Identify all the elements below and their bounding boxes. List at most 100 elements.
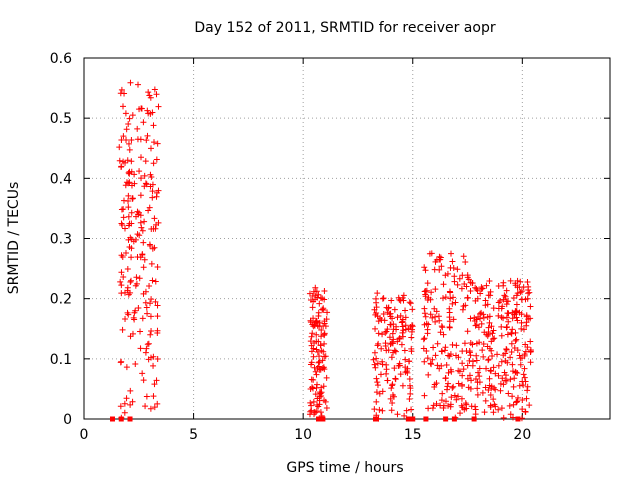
data-point-plus bbox=[316, 389, 323, 396]
data-point-plus bbox=[442, 294, 449, 301]
data-point-plus bbox=[143, 393, 150, 400]
data-point-plus bbox=[148, 260, 155, 267]
data-point-plus bbox=[510, 383, 517, 390]
data-point-plus bbox=[408, 334, 415, 341]
data-point-plus bbox=[318, 333, 325, 340]
data-point-plus bbox=[481, 409, 488, 416]
data-point-plus bbox=[503, 346, 510, 353]
data-point-plus bbox=[475, 324, 482, 331]
data-point-plus bbox=[149, 188, 156, 195]
data-point-plus bbox=[151, 86, 158, 93]
data-point-plus bbox=[526, 289, 533, 296]
data-point-plus bbox=[399, 294, 406, 301]
data-point-plus bbox=[500, 381, 507, 388]
data-point-plus bbox=[467, 287, 474, 294]
data-point-plus bbox=[479, 389, 486, 396]
data-point-plus bbox=[153, 156, 160, 163]
data-point-plus bbox=[518, 319, 525, 326]
data-point-plus bbox=[152, 298, 159, 305]
data-point-plus bbox=[440, 405, 447, 412]
data-point-plus bbox=[387, 321, 394, 328]
data-point-plus bbox=[461, 340, 468, 347]
data-point-plus bbox=[512, 282, 519, 289]
data-point-plus bbox=[459, 372, 466, 379]
data-point-plus bbox=[424, 297, 431, 304]
x-tick-label: 10 bbox=[294, 427, 312, 443]
data-point-plus bbox=[492, 370, 499, 377]
x-tick-label: 15 bbox=[404, 427, 422, 443]
data-point-plus bbox=[487, 402, 494, 409]
data-point-plus bbox=[517, 355, 524, 362]
data-point-plus bbox=[121, 400, 128, 407]
data-point-plus bbox=[155, 219, 162, 226]
data-point-plus bbox=[310, 288, 317, 295]
data-point-plus bbox=[447, 366, 454, 373]
data-point-plus bbox=[131, 309, 138, 316]
data-point-plus bbox=[313, 318, 320, 325]
data-point-plus bbox=[436, 256, 443, 263]
data-point-plus bbox=[519, 397, 526, 404]
data-point-plus bbox=[127, 278, 134, 285]
data-point-plus bbox=[440, 331, 447, 338]
data-point-plus bbox=[317, 295, 324, 302]
data-point-square bbox=[127, 416, 133, 422]
data-point-plus bbox=[152, 278, 159, 285]
data-point-plus bbox=[495, 372, 502, 379]
data-point-plus bbox=[147, 405, 154, 412]
data-point-plus bbox=[467, 339, 474, 346]
data-point-plus bbox=[313, 384, 320, 391]
data-point-plus bbox=[125, 213, 132, 220]
data-point-plus bbox=[437, 402, 444, 409]
data-point-plus bbox=[142, 299, 149, 306]
data-point-plus bbox=[134, 125, 141, 132]
data-point-plus bbox=[128, 158, 135, 165]
data-point-plus bbox=[384, 309, 391, 316]
data-point-plus bbox=[451, 392, 458, 399]
data-point-plus bbox=[374, 342, 381, 349]
data-point-plus bbox=[371, 349, 378, 356]
data-point-plus bbox=[527, 338, 534, 345]
data-point-plus bbox=[374, 360, 381, 367]
data-point-plus bbox=[467, 352, 474, 359]
data-point-plus bbox=[388, 340, 395, 347]
data-point-plus bbox=[440, 281, 447, 288]
data-point-plus bbox=[474, 391, 481, 398]
data-point-plus bbox=[503, 314, 510, 321]
data-point-plus bbox=[387, 395, 394, 402]
data-point-plus bbox=[372, 311, 379, 318]
data-point-plus bbox=[407, 390, 414, 397]
data-point-plus bbox=[495, 362, 502, 369]
data-point-plus bbox=[379, 331, 386, 338]
data-point-plus bbox=[441, 347, 448, 354]
data-point-plus bbox=[117, 90, 124, 97]
data-point-plus bbox=[454, 266, 461, 273]
data-point-plus bbox=[460, 253, 467, 260]
data-point-plus bbox=[447, 401, 454, 408]
data-point-plus bbox=[487, 367, 494, 374]
data-point-plus bbox=[500, 282, 507, 289]
data-point-plus bbox=[313, 331, 320, 338]
data-point-plus bbox=[444, 383, 451, 390]
data-point-plus bbox=[517, 278, 524, 285]
data-point-plus bbox=[471, 317, 478, 324]
data-point-plus bbox=[520, 382, 527, 389]
data-point-plus bbox=[128, 277, 135, 284]
data-point-plus bbox=[448, 394, 455, 401]
data-point-plus bbox=[480, 314, 487, 321]
data-point-plus bbox=[481, 329, 488, 336]
data-point-plus bbox=[398, 319, 405, 326]
data-point-plus bbox=[430, 402, 437, 409]
data-point-plus bbox=[124, 287, 131, 294]
data-point-plus bbox=[427, 311, 434, 318]
data-point-plus bbox=[459, 360, 466, 367]
data-point-plus bbox=[119, 222, 126, 229]
data-point-plus bbox=[523, 313, 530, 320]
data-point-plus bbox=[498, 323, 505, 330]
data-point-plus bbox=[120, 133, 127, 140]
data-point-plus bbox=[323, 404, 330, 411]
data-point-plus bbox=[130, 314, 137, 321]
data-point-plus bbox=[388, 297, 395, 304]
data-point-plus bbox=[151, 381, 158, 388]
data-point-plus bbox=[509, 315, 516, 322]
data-point-plus bbox=[450, 316, 457, 323]
